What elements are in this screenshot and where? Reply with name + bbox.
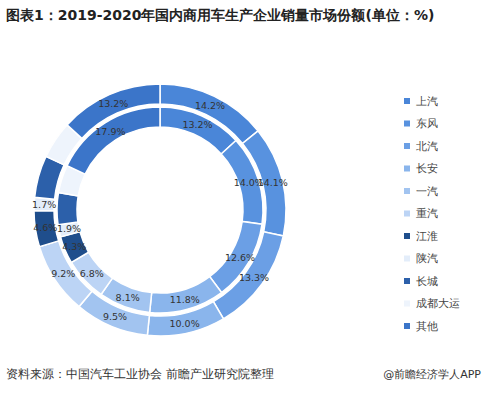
data-label: 10.0%: [169, 318, 199, 329]
data-label: 13.2%: [98, 98, 128, 109]
chart-title: 图表1：2019-2020年国内商用车生产企业销量市场份额(单位：%): [6, 7, 434, 23]
data-label: 14.0%: [234, 177, 264, 188]
ring-segment: [34, 211, 59, 247]
data-label: 1.7%: [32, 199, 56, 210]
data-label: 9.2%: [51, 268, 75, 279]
ring: [57, 107, 263, 313]
data-label: 4.3%: [62, 241, 86, 252]
title-line: 图表1：2019-2020年国内商用车生产企业销量市场份额(单位：%): [6, 7, 434, 23]
data-label: 9.5%: [103, 311, 127, 322]
data-label: 1.9%: [57, 223, 81, 234]
legend-swatch: [404, 121, 410, 127]
legend-label: 北汽: [416, 140, 438, 153]
legend-swatch: [404, 211, 410, 217]
rings: [34, 84, 286, 336]
ring: [34, 84, 286, 336]
legend-label: 其他: [416, 320, 438, 333]
annotation: @前瞻经济学人APP: [383, 368, 481, 381]
ring-segment: [67, 107, 160, 174]
legend-swatch: [404, 98, 410, 104]
data-label: 8.1%: [116, 292, 140, 303]
legend-swatch: [404, 256, 410, 262]
ring-segment: [150, 277, 222, 313]
legend-label: 上汽: [416, 95, 438, 108]
data-labels: 14.2%14.1%13.3%10.0%9.5%9.2%4.6%1.7%13.2…: [32, 98, 288, 329]
legend-label: 东风: [416, 117, 438, 130]
data-label: 14.2%: [195, 100, 225, 111]
legend-label: 长安: [416, 162, 438, 175]
legend-swatch: [404, 166, 410, 172]
data-label: 13.2%: [182, 119, 212, 130]
chart-container: 图表1：2019-2020年国内商用车生产企业销量市场份额(单位：%) 14.2%…: [0, 0, 487, 394]
legend-label: 一汽: [416, 185, 438, 198]
legend-swatch: [404, 278, 410, 284]
legend-label: 江淮: [416, 230, 438, 243]
ring-segment: [221, 140, 263, 224]
data-label: 17.9%: [95, 126, 125, 137]
legend-swatch: [404, 188, 410, 194]
data-label: 11.8%: [170, 294, 200, 305]
legend-swatch: [404, 143, 410, 149]
data-label: 6.8%: [80, 268, 104, 279]
legend-label: 重汽: [416, 207, 438, 220]
legend-swatch: [404, 233, 410, 239]
legend-label: 成都大运: [416, 297, 460, 310]
legend: 上汽东风北汽长安一汽重汽江淮陕汽长城成都大运其他: [404, 95, 460, 333]
legend-label: 陕汽: [416, 252, 438, 265]
data-label: 13.3%: [239, 272, 269, 283]
legend-swatch: [404, 323, 410, 329]
legend-swatch: [404, 301, 410, 307]
data-label: 12.6%: [225, 252, 255, 263]
ring-segment: [160, 107, 236, 154]
source: 资料来源：中国汽车工业协会 前瞻产业研究院整理: [6, 367, 274, 381]
legend-label: 长城: [416, 275, 438, 288]
ring-segment: [57, 193, 78, 225]
data-label: 4.6%: [33, 222, 57, 233]
chart-svg: 图表1：2019-2020年国内商用车生产企业销量市场份额(单位：%) 14.2%…: [0, 0, 487, 394]
